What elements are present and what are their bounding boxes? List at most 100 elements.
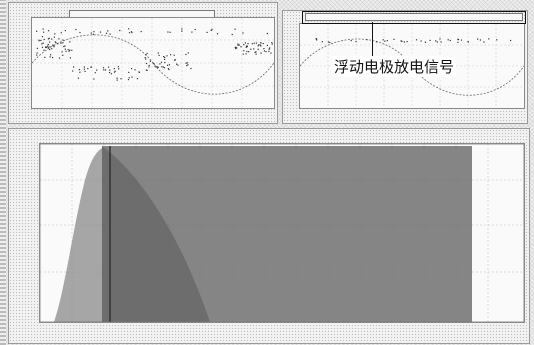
discharge-point — [242, 53, 244, 55]
discharge-point — [210, 29, 212, 31]
discharge-point — [67, 49, 69, 51]
panel-2-reference-sine — [299, 38, 525, 96]
discharge-point — [119, 29, 121, 32]
discharge-point — [57, 43, 59, 45]
discharge-point — [355, 41, 357, 43]
discharge-point — [87, 68, 89, 70]
discharge-point — [164, 56, 166, 58]
annotation-leader-line — [372, 22, 373, 56]
discharge-point — [109, 71, 111, 74]
discharge-point — [148, 66, 150, 68]
discharge-point — [460, 39, 463, 41]
discharge-point — [163, 56, 165, 58]
discharge-point — [166, 64, 169, 66]
left-edge-strip — [0, 0, 6, 345]
discharge-point — [467, 41, 469, 43]
discharge-point — [73, 66, 75, 68]
discharge-point — [246, 45, 248, 47]
waveform-plot-area[interactable] — [39, 143, 525, 323]
discharge-point — [170, 54, 172, 56]
discharge-point — [400, 40, 402, 42]
annotation-label: 浮动电极放电信号 — [332, 56, 457, 77]
discharge-point — [145, 54, 147, 56]
discharge-point — [260, 52, 262, 54]
discharge-point — [262, 43, 264, 45]
discharge-point — [255, 42, 257, 44]
discharge-point — [36, 52, 38, 54]
discharge-point — [49, 46, 51, 48]
discharge-point — [154, 66, 156, 68]
discharge-point — [231, 33, 233, 36]
discharge-point — [40, 39, 42, 42]
discharge-point — [447, 39, 449, 41]
discharge-point — [128, 77, 130, 79]
discharge-point — [48, 30, 50, 32]
panel-2-discharge-points — [315, 38, 512, 44]
discharge-point — [128, 32, 131, 34]
discharge-point — [36, 47, 38, 49]
discharge-point — [163, 67, 166, 69]
discharge-point — [237, 43, 239, 45]
discharge-point — [268, 48, 270, 50]
discharge-point — [253, 42, 255, 44]
discharge-point — [138, 71, 140, 73]
discharge-point — [246, 45, 248, 47]
discharge-point — [187, 52, 189, 54]
discharge-point — [109, 33, 111, 35]
discharge-point — [270, 52, 272, 54]
discharge-point — [90, 66, 92, 68]
discharge-point — [36, 30, 38, 32]
discharge-point — [47, 43, 49, 46]
discharge-point — [186, 62, 188, 64]
discharge-point — [376, 41, 378, 43]
discharge-point — [401, 40, 403, 42]
discharge-point — [156, 66, 158, 68]
discharge-point — [146, 69, 148, 71]
discharge-point — [255, 53, 257, 55]
phase-chart-panel-1 — [8, 2, 278, 124]
discharge-point — [131, 76, 133, 78]
discharge-point — [69, 49, 71, 51]
panel-1-plot-area[interactable] — [31, 17, 275, 109]
discharge-point — [90, 32, 92, 34]
discharge-point — [78, 69, 80, 71]
waveform-decay-shade — [102, 146, 210, 322]
discharge-point — [496, 39, 498, 41]
discharge-point — [177, 64, 179, 66]
discharge-point — [266, 44, 268, 46]
discharge-point — [42, 28, 44, 30]
discharge-point — [152, 62, 154, 64]
discharge-point — [41, 36, 44, 38]
discharge-point — [116, 79, 118, 81]
discharge-point — [43, 38, 45, 41]
discharge-point — [117, 66, 119, 68]
discharge-point — [62, 39, 64, 41]
discharge-point — [52, 57, 54, 59]
discharge-point — [321, 41, 323, 43]
discharge-point — [60, 42, 62, 44]
discharge-point — [245, 46, 247, 48]
discharge-point — [64, 30, 66, 32]
discharge-point — [48, 37, 50, 39]
discharge-point — [242, 32, 244, 34]
discharge-point — [237, 44, 239, 46]
discharge-point — [449, 39, 451, 42]
discharge-point — [96, 69, 98, 71]
discharge-point — [157, 52, 159, 54]
discharge-point — [440, 41, 442, 43]
discharge-point — [187, 64, 189, 66]
discharge-point — [435, 40, 437, 42]
discharge-point — [149, 60, 151, 62]
discharge-point — [406, 41, 408, 43]
discharge-point — [386, 40, 388, 42]
discharge-point — [102, 67, 105, 69]
discharge-point — [75, 28, 77, 31]
discharge-point — [173, 54, 175, 56]
waveform-panel — [8, 128, 530, 344]
discharge-point — [45, 46, 48, 48]
discharge-point — [136, 78, 139, 80]
discharge-point — [51, 48, 53, 50]
discharge-point — [134, 69, 136, 71]
discharge-point — [157, 66, 159, 68]
discharge-point — [164, 61, 166, 64]
